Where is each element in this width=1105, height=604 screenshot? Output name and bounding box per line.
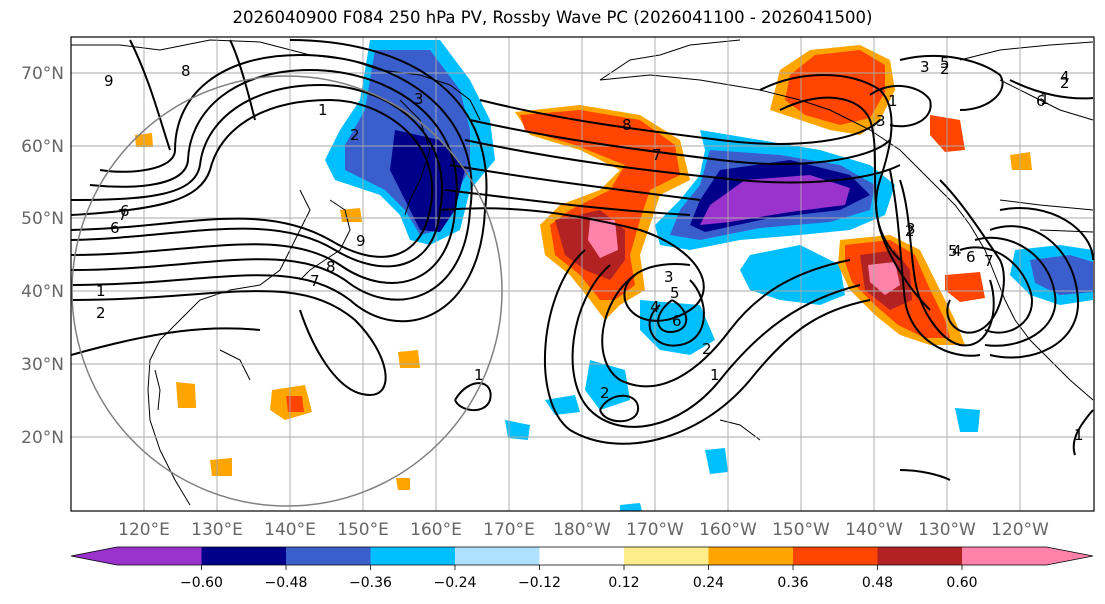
colorbar-segment — [539, 547, 624, 565]
colorbar-tick-label: 0.12 — [608, 575, 639, 591]
contour-label: 5 — [670, 284, 680, 302]
contour-label: 7 — [310, 272, 320, 290]
lon-label-160e: 160°E — [410, 520, 462, 540]
contour-label: 1 — [1074, 426, 1084, 444]
contour-label: 1 — [710, 366, 720, 384]
contour-label: 6 — [1036, 92, 1046, 110]
colorbar-segment — [201, 547, 286, 565]
positive-anomaly-fills — [135, 45, 1032, 490]
lon-label-170w: 170°W — [626, 520, 684, 540]
lat-label-30: 30°N — [21, 355, 64, 375]
colorbar-tick-label: 0.36 — [777, 575, 808, 591]
contour-label: 8 — [181, 62, 191, 80]
contour-label: 2 — [905, 222, 915, 240]
contour-label: 3 — [414, 90, 424, 108]
lon-label-160w: 160°W — [699, 520, 757, 540]
contour-label: 2 — [1060, 74, 1070, 92]
lat-label-70: 70°N — [21, 64, 64, 84]
map-title: 2026040900 F084 250 hPa PV, Rossby Wave … — [232, 8, 873, 27]
map-frame — [70, 36, 1095, 512]
colorbar-segment — [455, 547, 540, 565]
contour-label: 6 — [120, 202, 130, 220]
reference-circle — [71, 75, 503, 507]
contour-label: 1 — [96, 282, 106, 300]
contour-label: 5 — [948, 242, 958, 260]
lat-label-50: 50°N — [21, 209, 64, 229]
contour-label: 2 — [96, 304, 106, 322]
contour-label: 4 — [952, 242, 962, 260]
colorbar-min-extend — [71, 547, 117, 565]
contour-label: 1 — [474, 366, 484, 384]
contour-label: 3 — [920, 58, 930, 76]
contour-label: 6 — [966, 248, 976, 266]
colorbar-segment — [793, 547, 878, 565]
lon-label-130e: 130°E — [191, 520, 243, 540]
contour-label: 2 — [940, 60, 950, 78]
contour-label: 3 — [906, 220, 916, 238]
colorbar-max-extend — [1046, 547, 1093, 565]
colorbar-tick-label: −0.60 — [180, 575, 223, 591]
contour-label: 1 — [1040, 90, 1050, 108]
contour-label: 4 — [650, 298, 660, 316]
colorbar-segment — [624, 547, 709, 565]
lon-label-120w: 120°W — [991, 520, 1049, 540]
contour-label: 2 — [600, 384, 610, 402]
contour-label: 2 — [350, 126, 360, 144]
lon-label-150w: 150°W — [772, 520, 830, 540]
colorbar-ticks — [201, 565, 963, 570]
colorbar-tick-label: −0.36 — [349, 575, 392, 591]
contour-label: 3 — [876, 112, 886, 130]
contour-label: 3 — [664, 268, 674, 286]
longitude-labels: 120°E 130°E 140°E 150°E 160°E 170°E 180°… — [118, 520, 1049, 540]
colorbar-tick-label: −0.12 — [518, 575, 561, 591]
colorbar-tick-label: −0.48 — [265, 575, 308, 591]
lon-label-140e: 140°E — [264, 520, 316, 540]
map-panel: 9 8 1 2 3 1 2 8 7 6 7 2 1 9 8 7 5 6 4 3 … — [71, 37, 1094, 511]
colorbar-tick-label: −0.24 — [434, 575, 477, 591]
contour-label: 7 — [984, 252, 994, 270]
colorbar-segment — [117, 547, 202, 565]
contour-labels: 9 8 1 2 3 1 2 8 7 6 7 2 1 9 8 7 5 6 4 3 … — [96, 54, 1084, 444]
lon-label-150e: 150°E — [337, 520, 389, 540]
contour-label: 4 — [1060, 68, 1070, 86]
colorbar-tick-label: 0.48 — [862, 575, 893, 591]
contour-label: 1 — [318, 101, 328, 119]
colorbar-segment — [708, 547, 793, 565]
pv-contours — [71, 39, 1094, 481]
lon-label-170e: 170°E — [483, 520, 535, 540]
colorbar-tick-label: 0.24 — [693, 575, 724, 591]
contour-label: 8 — [622, 116, 632, 134]
lat-label-60: 60°N — [21, 137, 64, 157]
contour-label: 6 — [672, 312, 682, 330]
lon-label-120e: 120°E — [118, 520, 170, 540]
colorbar-tick-label: 0.60 — [946, 575, 977, 591]
contour-label: 9 — [104, 72, 114, 90]
contour-label: 1 — [888, 92, 898, 110]
colorbar-segment — [962, 547, 1047, 565]
contour-label: 6 — [110, 219, 120, 237]
colorbar-segment — [370, 547, 455, 565]
contour-label: 7 — [652, 146, 662, 164]
lon-label-180w: 180°W — [553, 520, 611, 540]
lat-label-20: 20°N — [21, 428, 64, 448]
lat-label-40: 40°N — [21, 282, 64, 302]
contour-label: 7 — [118, 206, 128, 224]
lon-label-130w: 130°W — [918, 520, 976, 540]
colorbar-segment — [286, 547, 371, 565]
contour-label: 5 — [940, 54, 950, 72]
latitude-labels: 70°N 60°N 50°N 40°N 30°N 20°N — [21, 64, 64, 448]
contour-label: 2 — [702, 340, 712, 358]
contour-label: 9 — [356, 232, 366, 250]
colorbar-outline — [70, 546, 1094, 566]
colorbar: −0.60 −0.48 −0.36 −0.24 −0.12 0.12 0.24 … — [70, 546, 1094, 591]
lon-label-140w: 140°W — [845, 520, 903, 540]
contour-label: 8 — [326, 258, 336, 276]
colorbar-segment — [877, 547, 962, 565]
